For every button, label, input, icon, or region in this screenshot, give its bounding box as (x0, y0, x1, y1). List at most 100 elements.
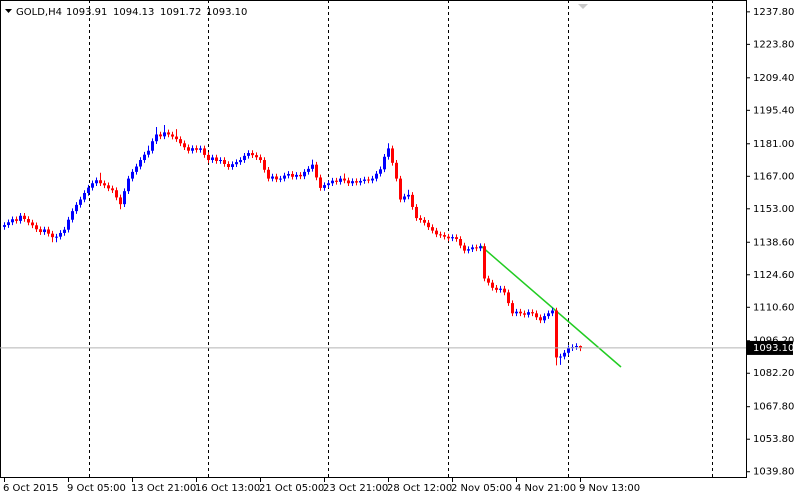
candle-body (315, 164, 318, 178)
candle-body (531, 312, 534, 314)
candle-body (19, 215, 22, 221)
candle-body (159, 134, 162, 137)
candle-body (339, 178, 342, 182)
candle-body (27, 219, 30, 223)
candle-body (487, 278, 490, 283)
candle-body (415, 206, 418, 219)
y-tick-label: 1223.80 (753, 39, 794, 50)
y-tick-label: 1124.60 (753, 270, 794, 281)
candle-body (351, 181, 354, 184)
symbol: GOLD,H4 (16, 7, 62, 18)
candle-body (563, 352, 566, 357)
candle-body (31, 222, 34, 226)
candle-body (251, 153, 254, 156)
candle-body (491, 282, 494, 288)
candle-body (335, 180, 338, 182)
candle-body (199, 148, 202, 150)
candle-body (55, 236, 58, 238)
candle-body (175, 136, 178, 140)
y-tick-label: 1209.40 (753, 73, 794, 84)
candle-body (399, 178, 402, 200)
candle-body (143, 154, 146, 161)
candle-body (279, 178, 282, 180)
x-tick-label: 23 Oct 21:00 (323, 483, 388, 494)
candle-body (283, 175, 286, 179)
candle-body (203, 148, 206, 155)
candle-body (483, 246, 486, 279)
candle-body (131, 171, 134, 179)
y-tick-label: 1237.80 (753, 7, 794, 18)
candle-body (455, 237, 458, 239)
last-close: 1093.10 (206, 7, 247, 18)
candle-body (291, 173, 294, 177)
candle-body (463, 245, 466, 251)
candle-body (299, 174, 302, 177)
candle-body (363, 179, 366, 181)
candle-body (51, 233, 54, 238)
x-tick-label: 4 Nov 21:00 (515, 483, 576, 494)
candle-body (575, 346, 578, 348)
candle-body (71, 211, 74, 220)
x-tick-label: 13 Oct 21:00 (131, 483, 196, 494)
x-tick-label: 9 Nov 13:00 (579, 483, 640, 494)
candle-body (323, 185, 326, 188)
candle-body (371, 178, 374, 181)
candle-body (543, 316, 546, 321)
candle-body (311, 164, 314, 169)
price-label: 1093.10 (753, 343, 794, 354)
candle-body (579, 346, 582, 348)
candle-body (83, 193, 86, 200)
candle-body (255, 155, 258, 158)
candle-body (271, 176, 274, 179)
candle-body (75, 204, 78, 212)
candle-body (191, 148, 194, 151)
candle-body (443, 235, 446, 237)
candle-body (79, 199, 82, 205)
candle-body (219, 160, 222, 162)
candle-body (295, 174, 298, 177)
candle-body (167, 132, 170, 135)
candle-body (7, 222, 10, 226)
candle-body (39, 229, 42, 233)
y-tick-label: 1110.60 (753, 302, 794, 313)
candle-body (287, 173, 290, 176)
candle-body (495, 287, 498, 290)
candle-body (355, 181, 358, 183)
x-tick-label: 16 Oct 13:00 (195, 483, 260, 494)
candle-body (163, 132, 166, 137)
candle-body (447, 236, 450, 239)
candle-body (375, 173, 378, 179)
y-tick-label: 1153.00 (753, 204, 794, 215)
candle-body (367, 179, 370, 181)
candle-body (303, 171, 306, 177)
candle-body (135, 166, 138, 172)
x-tick-label: 2 Nov 05:00 (451, 483, 512, 494)
candle-body (15, 219, 18, 221)
candle-body (343, 178, 346, 181)
plot-frame (0, 0, 747, 478)
candle-body (183, 143, 186, 148)
last-high: 1094.13 (113, 7, 154, 18)
candle-body (231, 164, 234, 167)
candle-body (547, 313, 550, 317)
candle-body (227, 163, 230, 167)
candle-body (47, 229, 50, 234)
candle-body (67, 219, 70, 230)
candle-body (91, 183, 94, 188)
candle-body (519, 311, 522, 314)
candle-body (567, 348, 570, 353)
candle-body (115, 190, 118, 198)
candle-body (451, 237, 454, 239)
candle-body (407, 194, 410, 197)
x-tick-label: 6 Oct 2015 (3, 483, 58, 494)
candle-body (535, 313, 538, 318)
candle-body (223, 160, 226, 164)
x-tick-label: 21 Oct 05:00 (259, 483, 324, 494)
candle-body (435, 230, 438, 235)
price-label-box (747, 340, 793, 355)
last-open: 1093.91 (66, 7, 107, 18)
candle-body (179, 139, 182, 144)
candle-body (127, 178, 130, 192)
